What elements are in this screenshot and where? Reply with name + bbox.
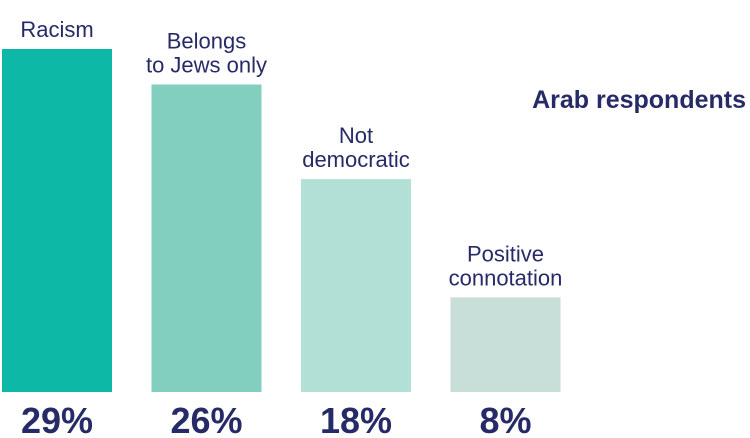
- category-label-2-line-0: Not: [339, 123, 373, 148]
- category-label-1-line-0: Belongs: [167, 28, 247, 53]
- category-label-3-line-0: Positive: [467, 241, 544, 266]
- chart-title: Arab respondents: [532, 86, 746, 114]
- value-label-1: 26%: [170, 400, 242, 438]
- bar-2: [301, 179, 411, 392]
- bar-0: [2, 49, 112, 392]
- bar-1: [151, 84, 262, 392]
- bars-group: [2, 49, 561, 392]
- category-label-2-line-1: democratic: [302, 147, 410, 172]
- bar-3: [450, 297, 561, 392]
- category-label-0-line-0: Racism: [20, 17, 93, 42]
- value-labels-group: 29% 26% 18% 8%: [21, 400, 532, 438]
- value-label-2: 18%: [320, 400, 392, 438]
- value-label-0: 29%: [21, 400, 93, 438]
- category-label-3-line-1: connotation: [449, 265, 563, 290]
- category-label-1-line-1: to Jews only: [146, 52, 267, 77]
- value-label-3: 8%: [479, 400, 531, 438]
